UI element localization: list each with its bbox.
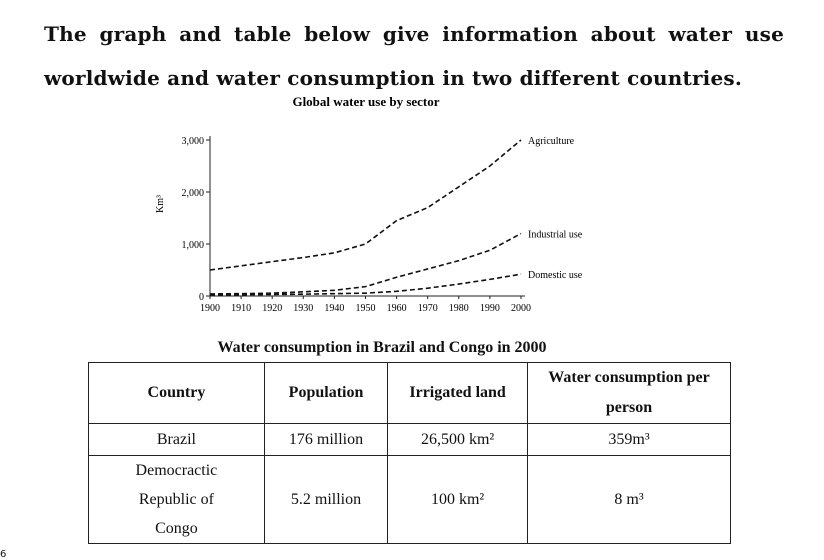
x-tick-label: 1960 <box>387 303 407 314</box>
x-tick-label: 1950 <box>356 303 376 314</box>
cell-country-text: Democractic Republic of Congo <box>135 462 218 537</box>
x-tick-label: 1900 <box>200 303 220 314</box>
series-line-agriculture <box>209 139 522 271</box>
cell-population: 176 million <box>263 423 389 456</box>
x-tick-label: 1980 <box>449 303 469 314</box>
table-header-row: Country Population Irrigated land Water … <box>88 362 731 424</box>
series-label: Agriculture <box>528 136 575 147</box>
y-tick-label: 1,000 <box>182 240 205 251</box>
y-tick-label: 2,000 <box>182 188 205 199</box>
water-consumption-table: Country Population Irrigated land Water … <box>88 362 731 544</box>
task-heading: The graph and table below give informati… <box>44 22 784 90</box>
chart-title: Global water use by sector <box>292 94 439 109</box>
cell-irrigated-land: 100 km² <box>387 455 528 544</box>
series-line-industrial-use <box>209 232 522 295</box>
x-tick-label: 2000 <box>511 303 531 314</box>
y-tick-label: 0 <box>199 292 204 303</box>
cell-water-consumption: 359m³ <box>527 423 731 456</box>
header-water-consumption-text: Water consumption per person <box>548 369 710 416</box>
water-use-line-chart: Global water use by sector 0 1,000 2,000 3,0… <box>155 94 583 314</box>
cell-water-consumption: 8 m³ <box>527 455 731 544</box>
table-row: Democractic Republic of Congo 5.2 millio… <box>88 455 731 544</box>
header-country: Country <box>88 362 265 424</box>
y-axis-label: Km³ <box>155 195 166 213</box>
table-row: Brazil 176 million 26,500 km² 359m³ <box>88 423 731 456</box>
series-line-domestic-use <box>209 273 522 296</box>
x-tick-label: 1910 <box>231 303 251 314</box>
cell-country: Brazil <box>88 423 265 456</box>
header-irrigated-land: Irrigated land <box>387 362 528 424</box>
x-tick-label: 1970 <box>418 303 438 314</box>
y-tick-label: 3,000 <box>182 136 205 147</box>
series-label: Domestic use <box>528 270 583 281</box>
header-population: Population <box>263 362 389 424</box>
x-tick-label: 1940 <box>324 303 344 314</box>
header-water-consumption: Water consumption per person <box>527 362 731 424</box>
page-marker: 6 <box>0 549 7 560</box>
series-label: Industrial use <box>528 230 583 241</box>
x-tick-label: 1920 <box>262 303 282 314</box>
cell-irrigated-land: 26,500 km² <box>387 423 528 456</box>
table-title: Water consumption in Brazil and Congo in… <box>217 339 547 356</box>
x-tick-label: 1990 <box>480 303 500 314</box>
cell-country: Democractic Republic of Congo <box>88 455 265 544</box>
x-tick-label: 1930 <box>293 303 313 314</box>
cell-population: 5.2 million <box>263 455 389 544</box>
